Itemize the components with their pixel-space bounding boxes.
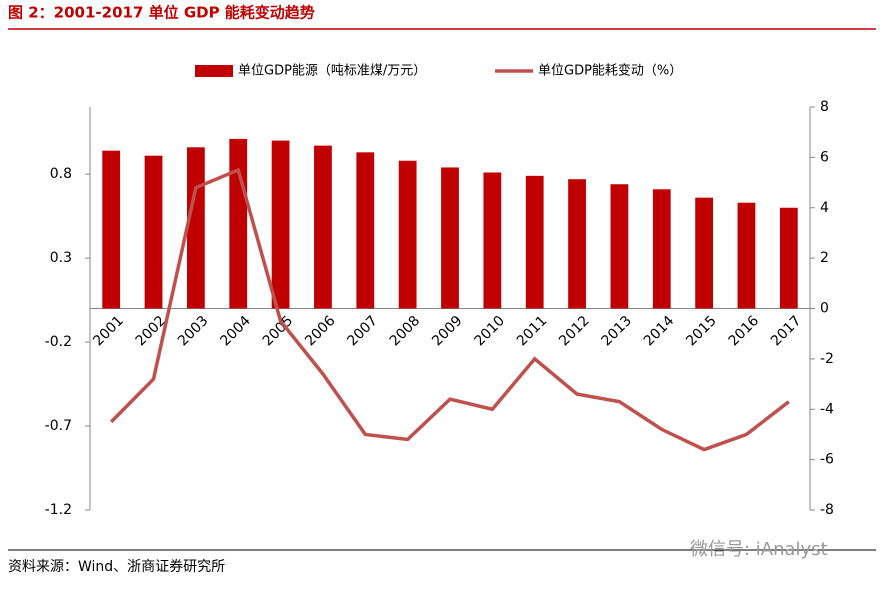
y-tick-label: -0.7: [45, 418, 72, 434]
bar: [229, 138, 248, 309]
bar: [652, 189, 671, 309]
bar: [271, 140, 290, 309]
legend-swatch: [195, 65, 233, 77]
bar: [483, 172, 502, 309]
bar: [525, 175, 544, 309]
legend-label: 单位GDP能耗变动（%）: [538, 63, 682, 79]
bar: [695, 197, 714, 309]
bar: [356, 152, 375, 309]
y-tick-label: 0.3: [50, 250, 72, 266]
bar: [568, 179, 586, 309]
x-tick-label: 2010: [471, 313, 508, 350]
source: 资料来源：Wind、浙商证券研究所: [8, 559, 225, 575]
y2-tick-label: 0: [820, 301, 829, 317]
line: [109, 167, 790, 452]
bar: [102, 150, 121, 309]
legend-label: 单位GDP能源（吨标准煤/万元）: [238, 64, 426, 79]
bar: [610, 184, 629, 309]
bar: [441, 167, 459, 309]
y2-tick-label: -8: [820, 502, 834, 518]
x-tick-label: 2017: [768, 313, 805, 350]
y2-tick-label: -4: [820, 401, 834, 417]
x-tick-label: 2012: [556, 313, 593, 350]
x-tick-label: 2008: [387, 313, 424, 350]
x-tick-label: 2011: [514, 313, 551, 350]
bar: [737, 202, 756, 309]
x-tick-label: 2015: [683, 313, 720, 350]
x-tick-label: 2001: [90, 313, 127, 350]
y2-tick-label: -2: [820, 351, 834, 367]
bar: [779, 207, 798, 309]
y-tick-label: 0.8: [50, 166, 72, 182]
bar: [398, 160, 417, 309]
bar: [186, 147, 205, 309]
y2-tick-label: 4: [820, 200, 829, 216]
bar: [314, 145, 332, 309]
y-tick-label: -1.2: [45, 502, 72, 518]
x-tick-label: 2016: [726, 313, 763, 350]
x-tick-label: 2009: [429, 313, 466, 350]
y2-tick-label: 6: [820, 149, 829, 165]
x-tick-label: 2006: [302, 313, 339, 350]
y-tick-label: -0.2: [45, 334, 72, 350]
x-tick-label: 2014: [641, 313, 678, 350]
y2-tick-label: 8: [820, 99, 829, 115]
x-tick-label: 2007: [344, 313, 381, 350]
y2-tick-label: 2: [820, 250, 829, 266]
bar: [144, 155, 163, 309]
x-tick-label: 2003: [175, 313, 212, 350]
chart-title: 图 2：2001-2017 单位 GDP 能耗变动趋势: [8, 4, 315, 22]
x-tick-label: 2013: [599, 313, 636, 350]
x-tick-label: 2004: [217, 313, 254, 350]
watermark: 微信号: iAnalyst: [690, 539, 828, 560]
y2-tick-label: -6: [820, 452, 834, 468]
